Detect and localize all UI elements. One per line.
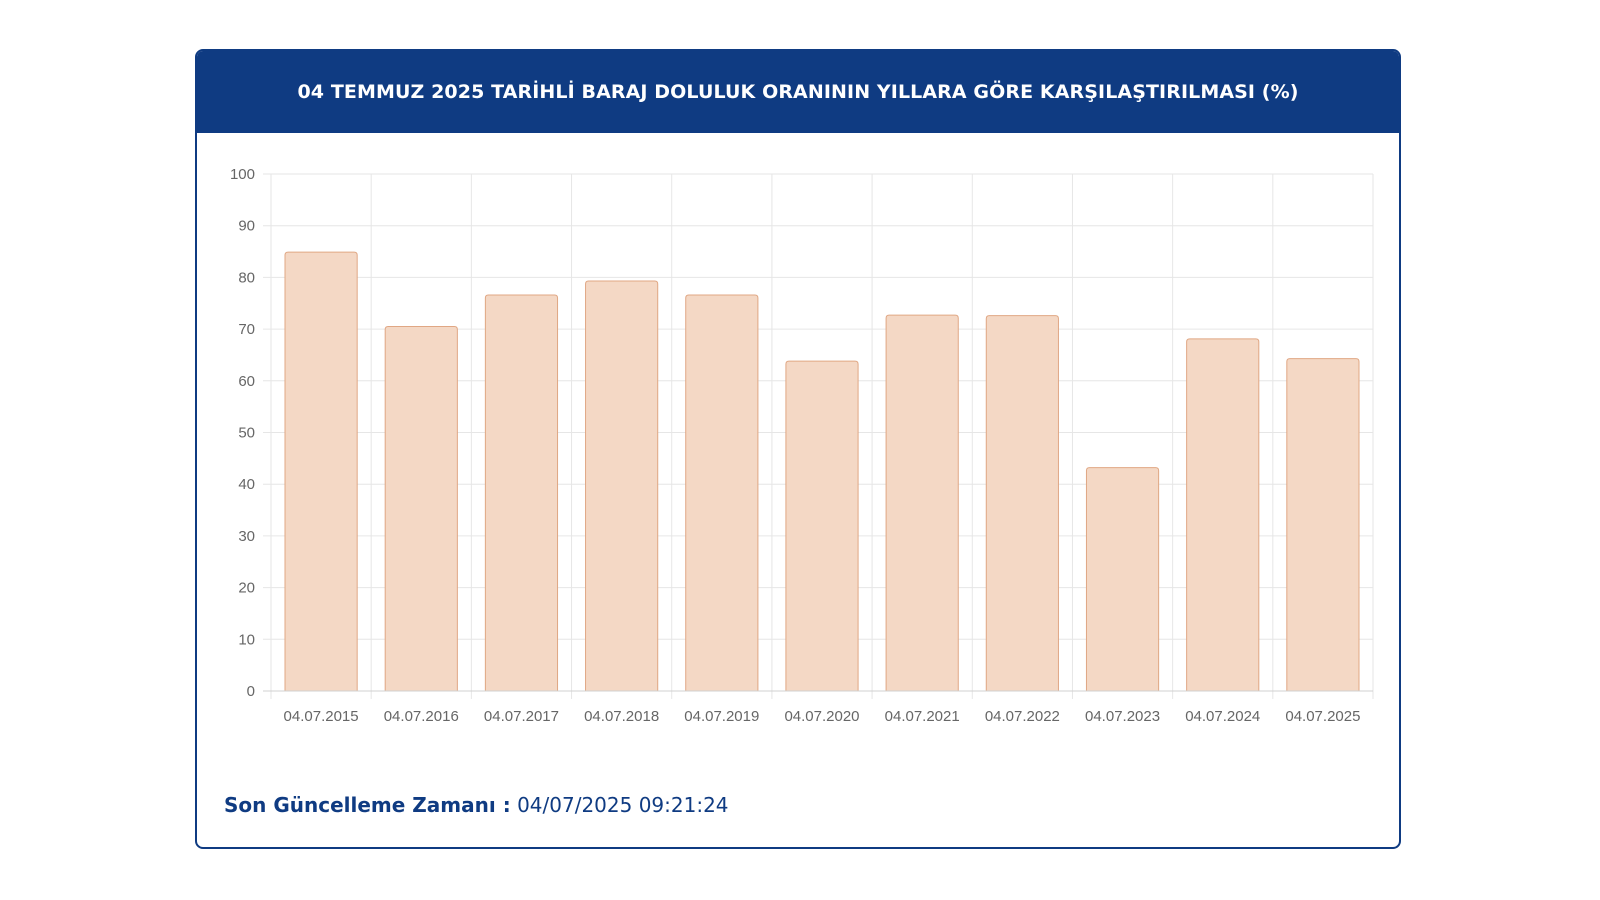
x-tick-label: 04.07.2015 [284, 708, 359, 725]
x-tick-label: 04.07.2016 [384, 708, 459, 725]
chart-area: 0 10 20 30 40 50 60 70 80 90 100 04.07.2015 04.07.20… [197, 133, 1399, 733]
x-tick-label: 04.07.2023 [1085, 708, 1160, 725]
x-tick-label: 04.07.2020 [784, 708, 859, 725]
bar [284, 251, 358, 691]
y-tick-label: 70 [238, 321, 255, 338]
x-tick-label: 04.07.2021 [885, 708, 960, 725]
bar [685, 294, 759, 691]
x-tick-label: 04.07.2018 [584, 708, 659, 725]
y-tick-label: 50 [238, 425, 255, 442]
last-update-label: Son Güncelleme Zamanı : [224, 793, 511, 817]
bar [1085, 467, 1160, 691]
y-tick-label: 90 [238, 218, 255, 235]
x-tick-label: 04.07.2024 [1185, 708, 1260, 725]
bar [985, 315, 1059, 691]
last-update: Son Güncelleme Zamanı : 04/07/2025 09:21… [224, 793, 729, 817]
y-tick-label: 30 [238, 528, 255, 545]
bar [1286, 358, 1360, 691]
bar [1186, 338, 1260, 691]
bar [785, 360, 859, 691]
bar [585, 280, 659, 691]
x-tick-label: 04.07.2025 [1285, 708, 1360, 725]
y-tick-label: 0 [247, 683, 255, 700]
chart-title: 04 TEMMUZ 2025 TARİHLİ BARAJ DOLULUK ORA… [197, 51, 1399, 133]
x-tick-label: 04.07.2019 [684, 708, 759, 725]
bar [885, 314, 959, 691]
y-tick-label: 100 [230, 166, 255, 183]
chart-card: 04 TEMMUZ 2025 TARİHLİ BARAJ DOLULUK ORA… [195, 49, 1401, 849]
x-tick-label: 04.07.2022 [985, 708, 1060, 725]
y-tick-label: 20 [238, 580, 255, 597]
bar-chart: 0 10 20 30 40 50 60 70 80 90 100 04.07.2015 04.07.20… [230, 166, 1374, 725]
bar [384, 326, 458, 691]
y-tick-label: 40 [238, 476, 255, 493]
y-tick-label: 80 [238, 269, 255, 286]
last-update-value: 04/07/2025 09:21:24 [517, 793, 729, 817]
y-tick-label: 10 [238, 631, 255, 648]
bar [484, 294, 559, 691]
x-tick-label: 04.07.2017 [484, 708, 559, 725]
y-tick-label: 60 [238, 373, 255, 390]
